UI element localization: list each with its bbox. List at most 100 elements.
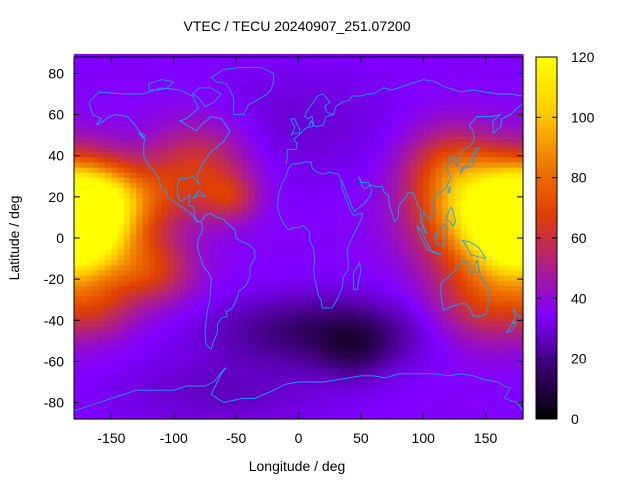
heatmap-cell xyxy=(142,105,150,112)
heatmap-cell xyxy=(435,347,443,353)
heatmap-cell xyxy=(348,110,356,117)
heatmap-cell xyxy=(298,203,306,209)
heatmap-cell xyxy=(74,336,81,343)
heatmap-cell xyxy=(441,79,449,86)
heatmap-cell xyxy=(329,259,337,266)
heatmap-cell xyxy=(248,110,256,117)
heatmap-cell xyxy=(211,197,219,204)
heatmap-cell xyxy=(367,89,374,96)
heatmap-cell xyxy=(167,131,175,137)
heatmap-cell xyxy=(223,341,231,348)
heatmap-cell xyxy=(435,146,443,153)
heatmap-cell xyxy=(348,300,356,307)
heatmap-cell xyxy=(485,341,493,348)
heatmap-cell xyxy=(348,131,356,137)
heatmap-cell xyxy=(373,197,381,204)
heatmap-cell xyxy=(254,254,262,261)
heatmap-cell xyxy=(423,300,431,307)
heatmap-cell xyxy=(186,285,194,292)
heatmap-cell xyxy=(74,254,81,261)
heatmap-cell xyxy=(123,203,131,209)
heatmap-cell xyxy=(136,105,144,112)
heatmap-cell xyxy=(236,105,243,112)
heatmap-cell xyxy=(473,249,480,256)
heatmap-cell xyxy=(466,213,474,220)
heatmap-cell xyxy=(310,341,318,348)
heatmap-cell xyxy=(86,403,94,410)
heatmap-cell xyxy=(304,177,312,184)
heatmap-cell xyxy=(98,372,106,379)
heatmap-cell xyxy=(123,367,131,374)
heatmap-cell xyxy=(242,269,250,276)
heatmap-cell xyxy=(323,192,331,199)
heatmap-cell xyxy=(491,383,499,389)
heatmap-cell xyxy=(448,377,456,384)
heatmap-cell xyxy=(410,352,418,358)
heatmap-cell xyxy=(348,347,356,353)
heatmap-cell xyxy=(261,383,268,389)
heatmap-cell xyxy=(74,69,81,76)
heatmap-cell xyxy=(360,300,368,307)
heatmap-cell xyxy=(348,275,356,281)
heatmap-cell xyxy=(498,388,505,394)
heatmap-cell xyxy=(180,264,187,271)
heatmap-cell xyxy=(254,393,262,400)
heatmap-cell xyxy=(248,321,256,328)
heatmap-cell xyxy=(460,295,468,302)
heatmap-cell xyxy=(466,192,474,199)
heatmap-cell xyxy=(111,59,119,65)
heatmap-cell xyxy=(273,377,281,384)
heatmap-cell xyxy=(180,115,187,122)
heatmap-cell xyxy=(105,156,113,163)
heatmap-cell xyxy=(105,125,113,132)
heatmap-cell xyxy=(142,223,150,230)
heatmap-cell xyxy=(236,59,243,65)
heatmap-cell xyxy=(429,89,437,96)
heatmap-cell xyxy=(435,326,443,333)
heatmap-cell xyxy=(317,249,325,256)
heatmap-cell xyxy=(217,403,225,410)
heatmap-cell xyxy=(223,305,231,312)
heatmap-cell xyxy=(186,59,194,65)
heatmap-cell xyxy=(317,95,325,101)
heatmap-cell xyxy=(130,336,137,343)
heatmap-cell xyxy=(123,290,131,297)
heatmap-cell xyxy=(167,321,175,328)
heatmap-cell xyxy=(161,64,169,70)
heatmap-cell xyxy=(360,105,368,112)
heatmap-cell xyxy=(261,326,268,333)
heatmap-cell xyxy=(86,233,94,240)
heatmap-cell xyxy=(335,84,343,91)
heatmap-cell xyxy=(329,403,337,410)
heatmap-cell xyxy=(298,403,306,410)
heatmap-cell xyxy=(148,69,156,76)
heatmap-cell xyxy=(229,259,237,266)
heatmap-cell xyxy=(354,321,362,328)
heatmap-cell xyxy=(298,269,306,276)
heatmap-cell xyxy=(479,131,487,137)
heatmap-cell xyxy=(86,413,94,420)
heatmap-cell xyxy=(286,100,293,106)
heatmap-cell xyxy=(105,74,113,81)
heatmap-cell xyxy=(98,254,106,261)
heatmap-cell xyxy=(454,352,462,358)
heatmap-cell xyxy=(479,244,487,250)
heatmap-cell xyxy=(335,120,343,127)
heatmap-cell xyxy=(392,300,399,307)
heatmap-cell xyxy=(329,383,337,389)
heatmap-cell xyxy=(398,357,406,364)
heatmap-cell xyxy=(342,311,349,317)
heatmap-cell xyxy=(273,218,281,225)
heatmap-cell xyxy=(342,69,349,76)
heatmap-cell xyxy=(454,59,462,65)
heatmap-cell xyxy=(254,316,262,322)
heatmap-cell xyxy=(498,156,505,163)
heatmap-cell xyxy=(161,259,169,266)
heatmap-cell xyxy=(323,413,331,420)
heatmap-cell xyxy=(410,100,418,106)
heatmap-cell xyxy=(161,331,169,338)
heatmap-cell xyxy=(261,239,268,245)
heatmap-cell xyxy=(267,120,275,127)
heatmap-cell xyxy=(136,192,144,199)
heatmap-cell xyxy=(392,156,399,163)
